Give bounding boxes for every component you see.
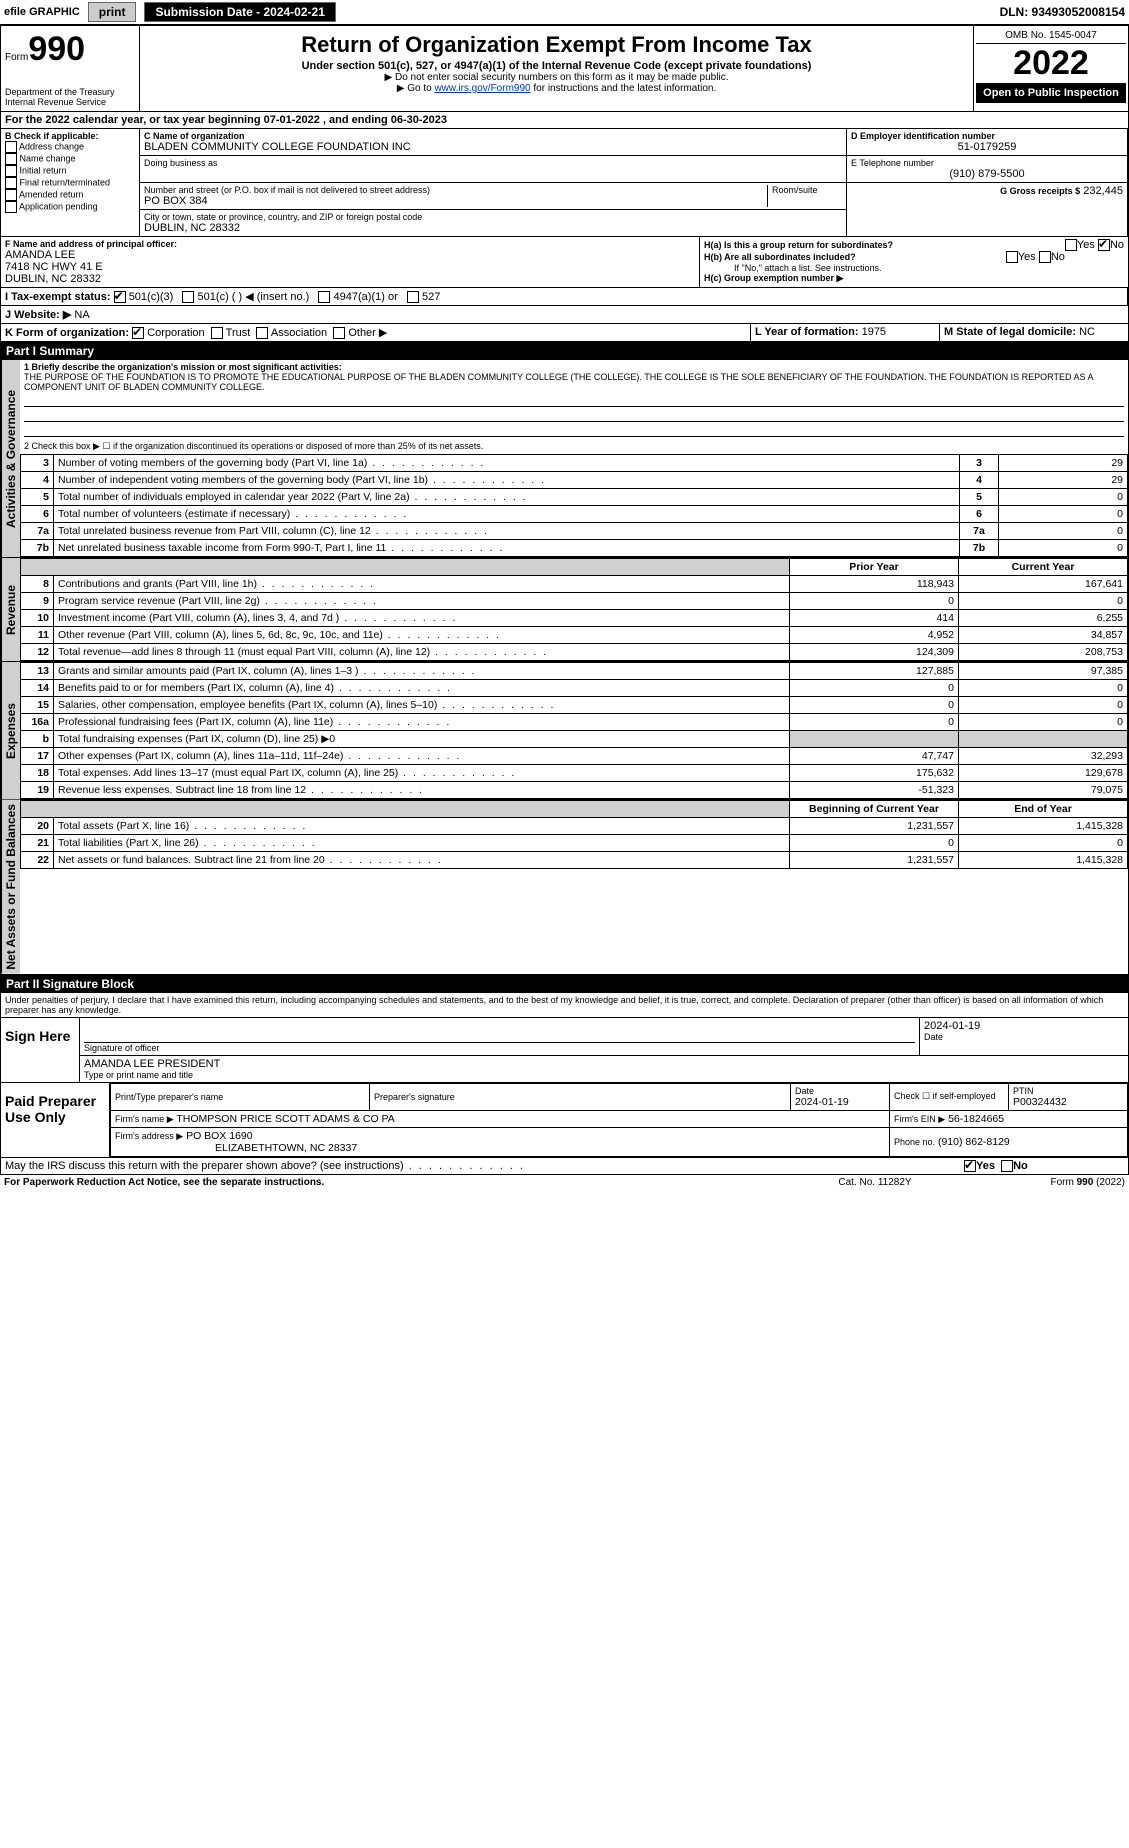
table-row: 5Total number of individuals employed in… bbox=[21, 489, 1128, 506]
table-row: 21Total liabilities (Part X, line 26)00 bbox=[21, 835, 1128, 852]
table-row: 14Benefits paid to or for members (Part … bbox=[21, 680, 1128, 697]
paid-preparer-block: Paid Preparer Use Only Print/Type prepar… bbox=[0, 1083, 1129, 1158]
irs-link[interactable]: www.irs.gov/Form990 bbox=[434, 83, 530, 94]
form-header: Form990 Department of the Treasury Inter… bbox=[0, 25, 1129, 112]
revenue-table: Prior YearCurrent Year 8Contributions an… bbox=[20, 558, 1128, 661]
subtitle3: ▶ Go to www.irs.gov/Form990 for instruct… bbox=[146, 83, 967, 94]
subtitle2: ▶ Do not enter social security numbers o… bbox=[146, 72, 967, 83]
table-row: 4Number of independent voting members of… bbox=[21, 472, 1128, 489]
table-row: 13Grants and similar amounts paid (Part … bbox=[21, 663, 1128, 680]
page-footer: For Paperwork Reduction Act Notice, see … bbox=[0, 1175, 1129, 1190]
table-row: 7bNet unrelated business taxable income … bbox=[21, 540, 1128, 557]
table-row: 8Contributions and grants (Part VIII, li… bbox=[21, 576, 1128, 593]
efile-bar: efile GRAPHIC print Submission Date - 20… bbox=[0, 0, 1129, 25]
table-row: 3Number of voting members of the governi… bbox=[21, 455, 1128, 472]
tab-governance: Activities & Governance bbox=[1, 360, 20, 557]
table-row: 18Total expenses. Add lines 13–17 (must … bbox=[21, 765, 1128, 782]
table-row: 11Other revenue (Part VIII, column (A), … bbox=[21, 627, 1128, 644]
table-row: bTotal fundraising expenses (Part IX, co… bbox=[21, 731, 1128, 748]
paid-preparer-label: Paid Preparer Use Only bbox=[1, 1083, 110, 1157]
tab-net-assets: Net Assets or Fund Balances bbox=[1, 800, 20, 974]
table-row: 10Investment income (Part VIII, column (… bbox=[21, 610, 1128, 627]
ein: 51-0179259 bbox=[851, 141, 1123, 153]
section-j: J Website: ▶ NA bbox=[1, 306, 1128, 323]
print-button[interactable]: print bbox=[88, 2, 137, 22]
table-row: 22Net assets or fund balances. Subtract … bbox=[21, 852, 1128, 869]
table-row: 19Revenue less expenses. Subtract line 1… bbox=[21, 782, 1128, 799]
klm-row: K Form of organization: Corporation Trus… bbox=[0, 324, 1129, 342]
table-row: 20Total assets (Part X, line 16)1,231,55… bbox=[21, 818, 1128, 835]
tab-expenses: Expenses bbox=[1, 662, 20, 799]
irs: Internal Revenue Service bbox=[5, 97, 135, 107]
section-b: B Check if applicable: Address change Na… bbox=[1, 129, 140, 236]
table-row: 16aProfessional fundraising fees (Part I… bbox=[21, 714, 1128, 731]
part1-gov: Activities & Governance 1 Briefly descri… bbox=[0, 360, 1129, 558]
section-f: F Name and address of principal officer:… bbox=[1, 237, 700, 287]
gross-receipts: 232,445 bbox=[1083, 185, 1123, 197]
section-deg: D Employer identification number 51-0179… bbox=[846, 129, 1128, 236]
part1-header: Part I Summary bbox=[0, 342, 1129, 360]
phone: (910) 879-5500 bbox=[851, 168, 1123, 180]
table-row: 9Program service revenue (Part VIII, lin… bbox=[21, 593, 1128, 610]
sign-here-block: Sign Here Signature of officer 2024-01-1… bbox=[0, 1018, 1129, 1083]
efile-graphic-label: efile GRAPHIC bbox=[4, 6, 80, 18]
org-name: BLADEN COMMUNITY COLLEGE FOUNDATION INC bbox=[144, 141, 842, 153]
part1-net: Net Assets or Fund Balances Beginning of… bbox=[0, 800, 1129, 975]
table-row: 15Salaries, other compensation, employee… bbox=[21, 697, 1128, 714]
table-row: 12Total revenue—add lines 8 through 11 (… bbox=[21, 644, 1128, 661]
city: DUBLIN, NC 28332 bbox=[144, 222, 842, 234]
tax-year: 2022 bbox=[976, 44, 1126, 83]
fh-row: F Name and address of principal officer:… bbox=[0, 237, 1129, 288]
omb: OMB No. 1545-0047 bbox=[976, 28, 1126, 44]
tab-revenue: Revenue bbox=[1, 558, 20, 661]
table-row: 6Total number of volunteers (estimate if… bbox=[21, 506, 1128, 523]
year-cell: OMB No. 1545-0047 2022 Open to Public In… bbox=[974, 26, 1128, 111]
section-c: C Name of organization BLADEN COMMUNITY … bbox=[140, 129, 846, 236]
section-i: I Tax-exempt status: 501(c)(3) 501(c) ( … bbox=[1, 288, 1128, 305]
dln: DLN: 93493052008154 bbox=[1000, 5, 1125, 19]
sign-here-label: Sign Here bbox=[1, 1018, 80, 1082]
gov-table: 3Number of voting members of the governi… bbox=[20, 454, 1128, 557]
discuss-row: May the IRS discuss this return with the… bbox=[0, 1158, 1129, 1175]
submission-date: Submission Date - 2024-02-21 bbox=[144, 2, 335, 22]
part1-exp: Expenses 13Grants and similar amounts pa… bbox=[0, 662, 1129, 800]
street: PO BOX 384 bbox=[144, 195, 767, 207]
table-row: 7aTotal unrelated business revenue from … bbox=[21, 523, 1128, 540]
open-public: Open to Public Inspection bbox=[976, 83, 1126, 103]
title-cell: Return of Organization Exempt From Incom… bbox=[140, 26, 974, 111]
part2-header: Part II Signature Block bbox=[0, 975, 1129, 993]
preparer-table: Print/Type preparer's name Preparer's si… bbox=[110, 1083, 1128, 1157]
mission-text: THE PURPOSE OF THE FOUNDATION IS TO PROM… bbox=[24, 372, 1124, 392]
section-h: H(a) Is this a group return for subordin… bbox=[700, 237, 1128, 287]
form-title: Return of Organization Exempt From Incom… bbox=[146, 32, 967, 58]
line-a: For the 2022 calendar year, or tax year … bbox=[1, 112, 1128, 128]
subtitle1: Under section 501(c), 527, or 4947(a)(1)… bbox=[146, 60, 967, 72]
table-row: 17Other expenses (Part IX, column (A), l… bbox=[21, 748, 1128, 765]
top-grid: B Check if applicable: Address change Na… bbox=[0, 129, 1129, 237]
net-table: Beginning of Current YearEnd of Year 20T… bbox=[20, 800, 1128, 869]
expenses-table: 13Grants and similar amounts paid (Part … bbox=[20, 662, 1128, 799]
form-number-cell: Form990 Department of the Treasury Inter… bbox=[1, 26, 140, 111]
part1-rev: Revenue Prior YearCurrent Year 8Contribu… bbox=[0, 558, 1129, 662]
dept: Department of the Treasury bbox=[5, 87, 135, 97]
penalty-text: Under penalties of perjury, I declare th… bbox=[0, 993, 1129, 1018]
officer-name: AMANDA LEE PRESIDENT bbox=[84, 1058, 1124, 1070]
